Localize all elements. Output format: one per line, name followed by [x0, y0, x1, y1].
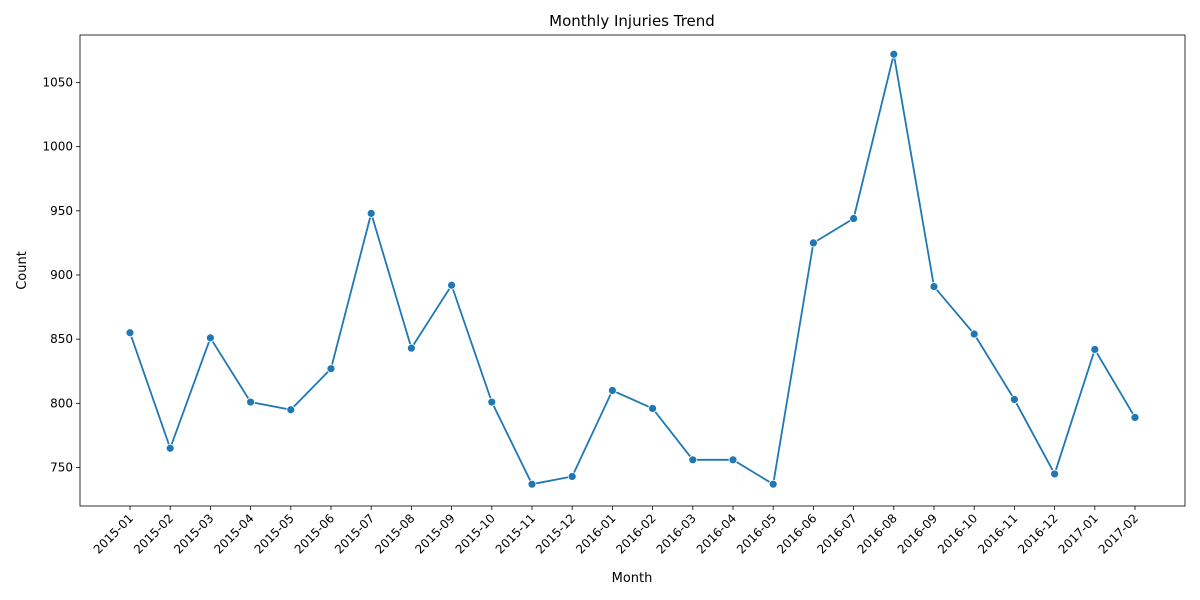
- x-tick-label: 2015-06: [292, 511, 337, 556]
- y-tick-label: 1050: [42, 75, 73, 89]
- data-point: [406, 343, 416, 353]
- data-point: [1050, 469, 1059, 479]
- data-point: [286, 405, 296, 415]
- x-tick-label: 2016-12: [1015, 511, 1060, 556]
- data-point: [366, 208, 376, 218]
- chart-title: Monthly Injuries Trend: [549, 12, 715, 30]
- x-tick-label: 2015-04: [211, 511, 256, 556]
- data-point: [326, 364, 336, 374]
- data-point: [165, 443, 175, 453]
- data-point: [969, 329, 979, 339]
- y-axis-label: Count: [15, 251, 30, 290]
- data-point: [889, 49, 899, 59]
- x-tick-label: 2016-08: [855, 511, 900, 556]
- x-tick-label: 2015-11: [493, 511, 538, 556]
- x-tick-label: 2016-09: [895, 511, 940, 556]
- data-point: [246, 397, 256, 407]
- x-tick-label: 2015-01: [91, 511, 136, 556]
- data-point: [849, 214, 858, 223]
- x-tick-label: 2017-02: [1096, 511, 1141, 556]
- data-point: [1090, 345, 1100, 354]
- data-point: [447, 280, 457, 290]
- y-axis-ticks: 750 800 850 900 950 1000 1050: [42, 75, 80, 474]
- data-point: [567, 472, 577, 481]
- x-tick-label: 2015-03: [171, 511, 216, 556]
- x-tick-label: 2016-05: [734, 511, 779, 556]
- data-point: [1010, 395, 1019, 404]
- x-tick-label: 2016-07: [814, 511, 859, 556]
- x-tick-label: 2015-05: [252, 511, 297, 556]
- x-tick-label: 2016-03: [654, 511, 699, 556]
- x-tick-label: 2015-09: [412, 511, 457, 556]
- data-point: [929, 282, 939, 291]
- x-axis-label: Month: [612, 571, 653, 586]
- x-tick-label: 2016-11: [975, 511, 1020, 556]
- x-tick-label: 2016-10: [935, 511, 980, 556]
- data-point: [688, 455, 698, 465]
- x-tick-label: 2016-06: [774, 511, 819, 556]
- x-tick-label: 2015-07: [332, 511, 377, 556]
- x-tick-label: 2016-01: [573, 511, 618, 556]
- series-line: [129, 54, 1136, 486]
- data-point: [648, 404, 657, 413]
- x-tick-label: 2015-08: [372, 511, 417, 556]
- data-point: [487, 397, 497, 407]
- y-tick-label: 1000: [42, 140, 73, 154]
- y-tick-label: 950: [50, 204, 73, 218]
- x-tick-label: 2015-02: [131, 511, 176, 556]
- y-tick-label: 750: [50, 460, 73, 474]
- x-tick-label: 2016-04: [694, 511, 739, 556]
- data-point: [809, 238, 818, 248]
- y-tick-label: 800: [50, 396, 73, 410]
- data-points: [125, 49, 1140, 489]
- x-tick-label: 2016-02: [613, 511, 658, 556]
- plot-frame: [79, 34, 1186, 507]
- y-tick-label: 850: [50, 332, 73, 346]
- x-tick-label: 2015-12: [533, 511, 578, 556]
- data-point: [608, 386, 617, 395]
- x-tick-label: 2017-01: [1056, 511, 1101, 556]
- data-point: [728, 455, 738, 465]
- data-point: [527, 479, 537, 489]
- data-point: [768, 479, 778, 489]
- y-tick-label: 900: [50, 268, 73, 282]
- x-tick-label: 2015-10: [453, 511, 498, 556]
- data-point: [205, 333, 215, 343]
- data-point: [125, 328, 135, 338]
- data-point: [1130, 413, 1140, 422]
- x-axis-ticks: 2015-012015-022015-032015-042015-052015-…: [91, 506, 1141, 557]
